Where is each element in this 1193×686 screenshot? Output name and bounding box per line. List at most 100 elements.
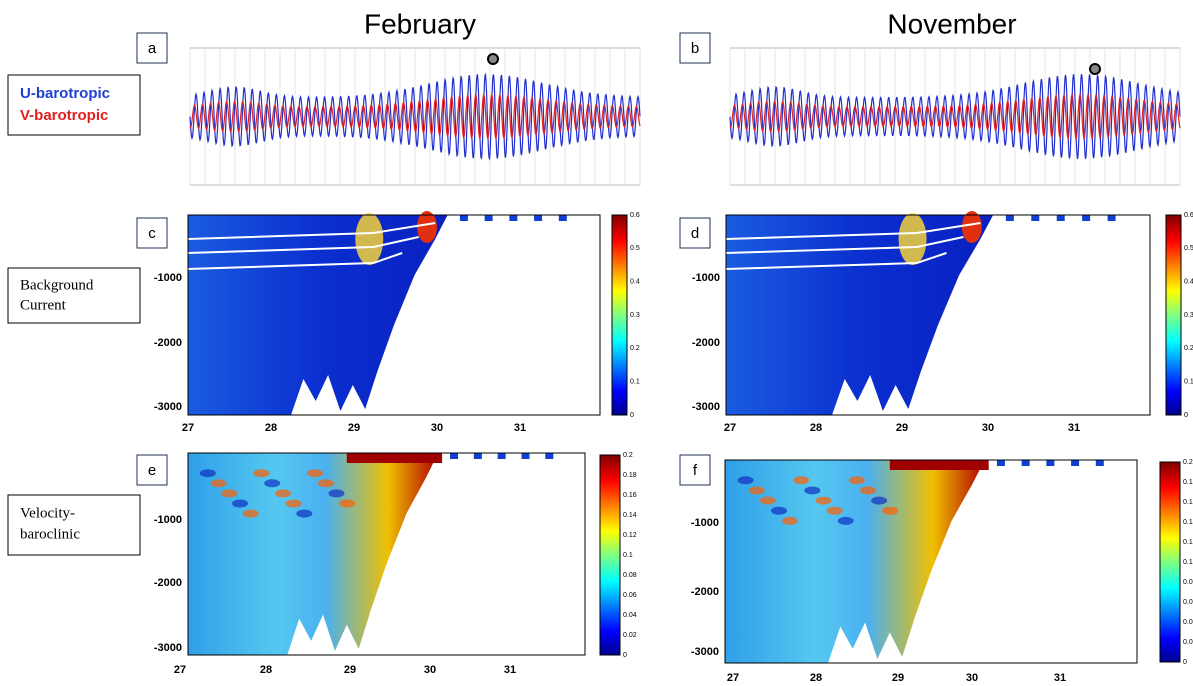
x-tick-label: 27 xyxy=(182,422,194,434)
eddy xyxy=(210,479,227,488)
x-tick-label: 30 xyxy=(431,422,443,434)
row-label: Background xyxy=(20,277,94,293)
eddy xyxy=(328,489,345,498)
panel-letter-box xyxy=(136,217,168,249)
panel-letter-box xyxy=(679,217,711,249)
y-tick-label: -3000 xyxy=(154,642,182,654)
x-tick-label: 29 xyxy=(344,664,356,676)
colorbar-tick: 0.18 xyxy=(623,472,637,479)
eddy xyxy=(242,509,259,518)
colorbar-tick: 0.4 xyxy=(1184,279,1193,286)
colorbar-tick: 0 xyxy=(1184,412,1188,419)
eddy xyxy=(859,486,876,495)
colorbar-tick: 0.5 xyxy=(1184,245,1193,252)
eddy xyxy=(221,489,238,498)
y-tick-label: -1000 xyxy=(691,517,719,529)
plot-frame xyxy=(725,214,1151,416)
eddy xyxy=(837,516,854,525)
colorbar-tick: 0.18 xyxy=(1183,479,1193,486)
surface-patch xyxy=(1071,460,1080,466)
colorbar-tick: 0.5 xyxy=(630,245,640,252)
colorbar-tick: 0.2 xyxy=(1183,459,1193,466)
colorbar-tick: 0.6 xyxy=(630,212,640,219)
surface-patch xyxy=(534,215,543,221)
isoline xyxy=(187,236,419,254)
surface-patch xyxy=(1056,215,1065,221)
panel-letter: d xyxy=(691,225,699,242)
colorbar-tick: 0.04 xyxy=(623,612,637,619)
eddy xyxy=(871,496,888,505)
y-tick-label: -1000 xyxy=(154,514,182,526)
surface-patch xyxy=(1107,215,1116,221)
y-tick-label: -1000 xyxy=(692,272,720,284)
row-label: Velocity- xyxy=(20,505,75,521)
colorbar-tick: 0.08 xyxy=(1183,579,1193,586)
isoline xyxy=(187,252,403,270)
y-tick-label: -1000 xyxy=(154,272,182,284)
surface-patch xyxy=(1021,460,1030,466)
y-tick-label: -2000 xyxy=(692,337,720,349)
eddy xyxy=(317,479,334,488)
y-tick-label: -2000 xyxy=(154,337,182,349)
eddy xyxy=(770,506,787,515)
jet-core xyxy=(355,213,384,265)
colorbar-tick: 0.1 xyxy=(630,379,640,386)
colorbar xyxy=(1159,461,1181,663)
colorbar-tick: 0 xyxy=(1183,659,1187,666)
x-tick-label: 28 xyxy=(810,422,822,434)
colorbar-tick: 0 xyxy=(623,652,627,659)
jet-core xyxy=(961,211,982,243)
colorbar-tick: 0.04 xyxy=(1183,619,1193,626)
panel-letter: e xyxy=(148,462,156,479)
eddy xyxy=(274,489,291,498)
contour-field xyxy=(725,460,985,663)
surface-patch xyxy=(484,215,493,221)
legend-v: V-barotropic xyxy=(20,107,108,124)
y-tick-label: -3000 xyxy=(692,401,720,413)
surface-patch xyxy=(1031,215,1040,221)
colorbar-tick: 0.3 xyxy=(630,312,640,319)
row-label-box xyxy=(7,494,141,556)
y-tick-label: -2000 xyxy=(154,577,182,589)
colorbar-tick: 0.4 xyxy=(630,279,640,286)
isoline xyxy=(725,236,964,254)
y-tick-label: -2000 xyxy=(691,586,719,598)
peak-marker xyxy=(487,53,499,65)
colorbar-tick: 0.16 xyxy=(623,492,637,499)
time-series xyxy=(189,93,641,140)
eddy xyxy=(232,499,249,508)
contour-field xyxy=(188,215,448,415)
eddy xyxy=(815,496,832,505)
time-series xyxy=(729,92,1181,141)
surface-patch xyxy=(558,215,567,221)
panel-letter: c xyxy=(148,225,156,242)
contour-field xyxy=(726,215,994,415)
x-tick-label: 29 xyxy=(896,422,908,434)
eddy xyxy=(285,499,302,508)
x-tick-label: 30 xyxy=(966,672,978,684)
x-tick-label: 27 xyxy=(724,422,736,434)
x-tick-label: 27 xyxy=(727,672,739,684)
colorbar xyxy=(1165,214,1182,416)
column-title: February xyxy=(364,8,476,39)
eddy xyxy=(804,486,821,495)
surface-patch xyxy=(473,453,482,459)
colorbar-tick: 0.3 xyxy=(1184,312,1193,319)
panel-letter-box xyxy=(136,32,168,64)
surface-patch xyxy=(521,453,530,459)
colorbar-tick: 0.2 xyxy=(630,345,640,352)
panel-letter: b xyxy=(691,40,699,57)
eddy xyxy=(307,469,324,478)
surface-patch xyxy=(450,453,459,459)
surface-band xyxy=(346,453,443,463)
plot-frame xyxy=(187,452,586,656)
x-tick-label: 29 xyxy=(348,422,360,434)
colorbar-tick: 0.02 xyxy=(1183,639,1193,646)
row-label: baroclinic xyxy=(20,526,80,542)
time-series xyxy=(729,73,1181,160)
x-tick-label: 28 xyxy=(265,422,277,434)
panel-letter-box xyxy=(679,454,711,486)
legend-box xyxy=(7,74,141,136)
colorbar-tick: 0.12 xyxy=(1183,539,1193,546)
